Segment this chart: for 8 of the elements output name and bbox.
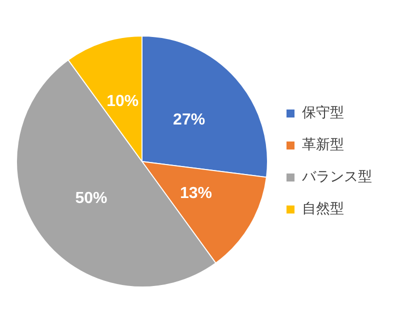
legend-label: バランス型 <box>301 169 372 186</box>
data-label: 10% <box>106 93 139 110</box>
legend-label: 保守型 <box>302 105 344 122</box>
data-label: 50% <box>75 190 108 207</box>
legend-label: 革新型 <box>302 137 344 154</box>
data-label: 13% <box>180 184 212 202</box>
data-label: 27% <box>173 111 206 128</box>
legend-label: 自然型 <box>302 201 344 218</box>
